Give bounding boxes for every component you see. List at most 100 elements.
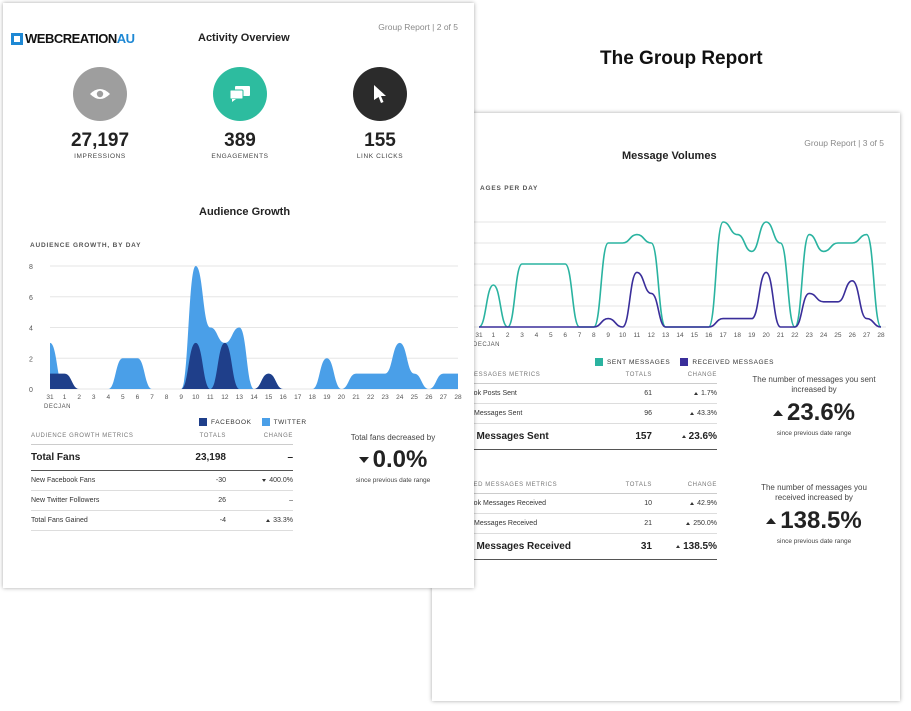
chat-bubbles-icon xyxy=(213,67,267,121)
fans-summary-value: 0.0% xyxy=(372,446,428,474)
metric-name: Total Fans xyxy=(31,444,181,471)
received-summary-value: 138.5% xyxy=(780,506,862,534)
col-totals: TOTALS xyxy=(612,372,652,384)
report-page-2: Group Report | 2 of 5 WEBCREATIONAU Acti… xyxy=(3,3,474,588)
y-tick-label: 6 xyxy=(29,295,33,302)
metric-total: 96 xyxy=(612,403,652,424)
metric-change: – xyxy=(226,444,293,471)
link-clicks-value: 155 xyxy=(364,130,396,151)
increase-arrow-icon xyxy=(266,518,271,522)
report-heading: The Group Report xyxy=(600,48,763,69)
x-tick-label: 19 xyxy=(323,394,331,401)
y-tick-label: 8 xyxy=(29,264,33,271)
audience-growth-table: AUDIENCE GROWTH METRICS TOTALS CHANGE To… xyxy=(31,433,293,531)
col-change: CHANGE xyxy=(652,372,717,384)
engagements-value: 389 xyxy=(224,130,256,151)
table-row: New Twitter Followers 26– xyxy=(31,490,293,511)
x-tick-label: 9 xyxy=(179,394,183,401)
link-clicks-label: LINK CLICKS xyxy=(356,153,404,160)
x-tick-label: 18 xyxy=(734,332,742,339)
increase-arrow-icon xyxy=(766,517,777,524)
metric-total: -4 xyxy=(181,510,226,531)
metric-change: 33.3% xyxy=(226,510,293,531)
x-tick-label: 22 xyxy=(791,332,799,339)
x-tick-label: 26 xyxy=(849,332,857,339)
page-number: Group Report | 2 of 5 xyxy=(378,22,458,32)
x-tick-label: 10 xyxy=(619,332,627,339)
metric-change: 23.6% xyxy=(652,423,717,450)
x-tick-label: 16 xyxy=(280,394,288,401)
x-tick-label: 27 xyxy=(440,394,448,401)
x-tick-label: 27 xyxy=(863,332,871,339)
x-tick-label: 3 xyxy=(520,332,524,339)
x-tick-label: 24 xyxy=(820,332,828,339)
x-tick-label: 25 xyxy=(411,394,419,401)
table-row: tal Messages Sent 157 23.6% xyxy=(462,423,717,450)
x-tick-label: 25 xyxy=(834,332,842,339)
series-twitter-area xyxy=(50,266,458,389)
legend-twitter: TWITTER xyxy=(261,418,307,426)
x-tick-label: 20 xyxy=(763,332,771,339)
x-tick-label: 26 xyxy=(425,394,433,401)
x-tick-label: 22 xyxy=(367,394,375,401)
x-tick-label: 6 xyxy=(563,332,567,339)
y-tick-label: 2 xyxy=(29,356,33,363)
decrease-arrow-icon xyxy=(358,457,369,464)
received-summary-text: The number of messages you received incr… xyxy=(761,483,867,503)
report-page-3: Group Report | 3 of 5 Message Volumes AG… xyxy=(432,113,900,701)
x-tick-label: 1 xyxy=(63,394,67,401)
kpi-link-clicks: 155 LINK CLICKS xyxy=(325,67,435,160)
metric-total: 10 xyxy=(612,493,652,514)
sent-summary-text: The number of messages you sent increase… xyxy=(752,375,876,395)
x-sublabel: DECJAN xyxy=(473,342,500,348)
x-tick-label: 19 xyxy=(748,332,756,339)
cursor-arrow-icon xyxy=(353,67,407,121)
x-tick-label: 12 xyxy=(648,332,656,339)
sent-messages-table: T MESSAGES METRICS TOTALS CHANGE ebook P… xyxy=(462,372,717,450)
metric-total: 31 xyxy=(612,533,652,560)
activity-overview-title: Activity Overview xyxy=(198,32,290,44)
metric-total: 21 xyxy=(612,513,652,534)
x-tick-label: 3 xyxy=(92,394,96,401)
series-received-messages-line xyxy=(479,271,882,328)
x-tick-label: 4 xyxy=(106,394,110,401)
fans-summary-text: Total fans decreased by xyxy=(350,433,436,442)
x-tick-label: 1 xyxy=(492,332,496,339)
messages-legend: SENT MESSAGES RECEIVED MESSAGES xyxy=(595,358,784,366)
audience-chart-label: AUDIENCE GROWTH, BY DAY xyxy=(30,242,142,249)
received-summary-sub: since previous date range xyxy=(776,537,852,545)
y-tick-label: 0 xyxy=(29,387,33,394)
x-tick-label: 17 xyxy=(294,394,302,401)
impressions-label: IMPRESSIONS xyxy=(74,153,126,160)
col-totals: TOTALS xyxy=(612,482,652,494)
x-tick-label: 2 xyxy=(506,332,510,339)
x-tick-label: 13 xyxy=(236,394,244,401)
x-tick-label: 9 xyxy=(606,332,610,339)
fans-summary-sub: since previous date range xyxy=(355,477,431,485)
metric-change: – xyxy=(226,490,293,511)
legend-sent: SENT MESSAGES xyxy=(595,358,670,366)
x-tick-label: 11 xyxy=(207,394,214,401)
audience-growth-title: Audience Growth xyxy=(199,206,291,218)
col-metric: EIVED MESSAGES METRICS xyxy=(462,482,612,494)
eye-icon xyxy=(73,67,127,121)
metric-name: tter Messages Sent xyxy=(462,403,612,424)
metric-total: 23,198 xyxy=(181,444,226,471)
kpi-impressions: 27,197 IMPRESSIONS xyxy=(45,67,155,160)
metric-name: ebook Messages Received xyxy=(462,493,612,514)
metric-change: 138.5% xyxy=(652,533,717,560)
table-row: ebook Messages Received 10 42.9% xyxy=(462,493,717,514)
metric-name: Total Fans Gained xyxy=(31,510,181,531)
increase-arrow-icon xyxy=(694,391,699,395)
x-tick-label: 13 xyxy=(662,332,670,339)
col-change: CHANGE xyxy=(652,482,717,494)
metric-name: tal Messages Sent xyxy=(462,423,612,450)
table-row: tal Messages Received 31 138.5% xyxy=(462,533,717,560)
x-tick-label: 7 xyxy=(150,394,154,401)
metric-name: tter Messages Received xyxy=(462,513,612,534)
metric-total: 61 xyxy=(612,383,652,404)
messages-chart-label: AGES PER DAY xyxy=(480,185,539,192)
increase-arrow-icon xyxy=(690,501,695,505)
table-row: Total Fans 23,198– xyxy=(31,444,293,471)
